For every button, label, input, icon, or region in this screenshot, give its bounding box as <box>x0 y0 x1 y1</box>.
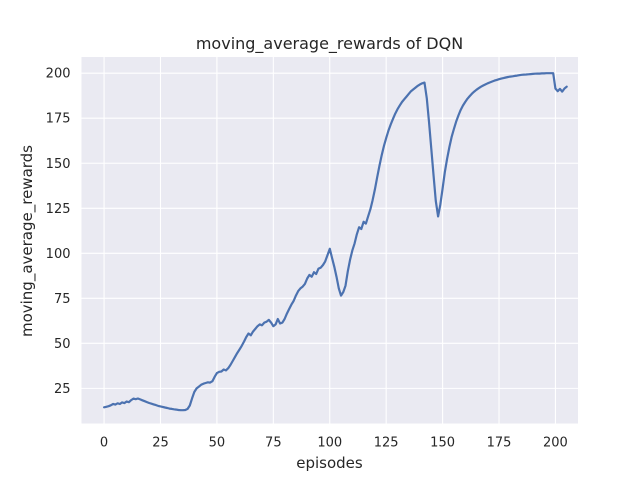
x-tick-label: 25 <box>152 436 169 451</box>
y-tick-label: 200 <box>46 67 71 82</box>
y-tick-label: 175 <box>46 112 71 127</box>
y-tick-label: 75 <box>54 292 71 307</box>
y-tick-label: 150 <box>46 157 71 172</box>
y-tick-label: 50 <box>54 337 71 352</box>
y-axis-label: moving_average_rewards <box>18 144 36 338</box>
series-line-dqn <box>102 72 568 412</box>
x-tick-label: 50 <box>209 436 226 451</box>
y-tick-label: 100 <box>46 247 71 262</box>
x-tick-label: 125 <box>374 436 399 451</box>
x-tick-label: 75 <box>265 436 282 451</box>
chart-title: moving_average_rewards of DQN <box>195 34 464 53</box>
y-tick-label: 125 <box>46 202 71 217</box>
y-tick-label: 25 <box>54 382 71 397</box>
x-tick-label: 100 <box>317 436 342 451</box>
x-tick-label: 200 <box>543 436 568 451</box>
x-tick-label: 175 <box>487 436 512 451</box>
x-tick-label: 150 <box>430 436 455 451</box>
x-axis-label: episodes <box>296 454 363 472</box>
x-tick-label: 0 <box>100 436 108 451</box>
